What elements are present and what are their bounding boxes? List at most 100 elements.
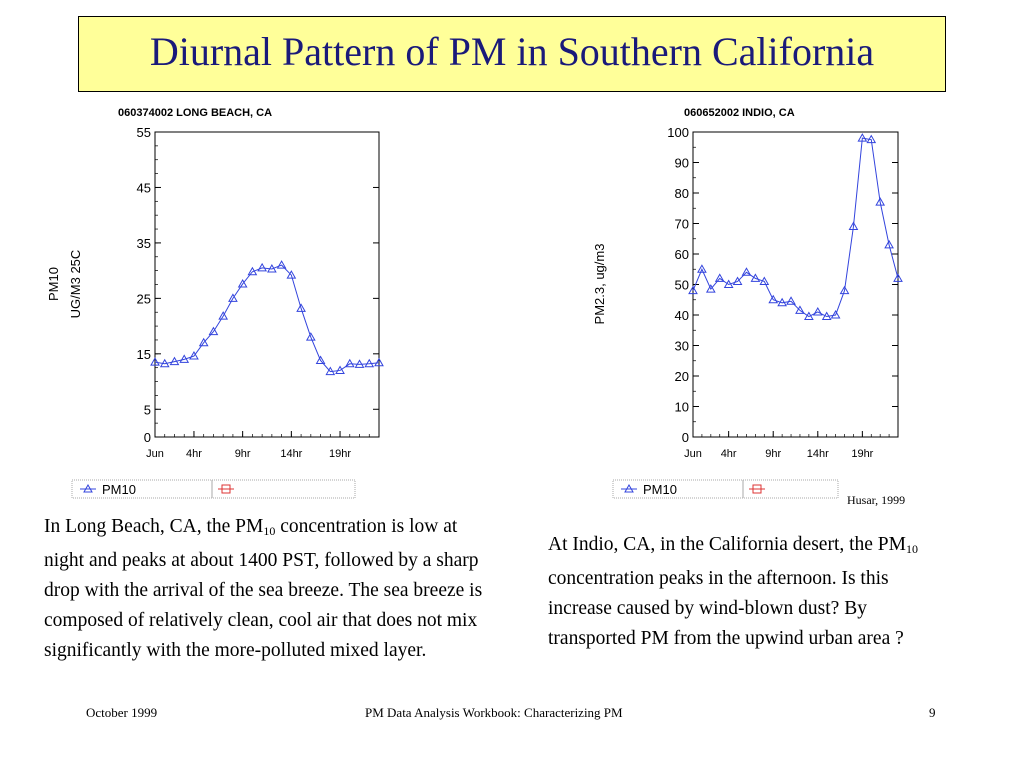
indio-data-point [839, 285, 850, 295]
indio-data-point [768, 294, 779, 304]
lb-legend-series2-marker [221, 484, 231, 494]
indio-data-point [795, 305, 805, 314]
lb-y-tick-label: 45 [137, 180, 151, 195]
lb-chart-title: 060374002 LONG BEACH, CA [118, 107, 272, 119]
lb-series-line [154, 264, 380, 373]
lb-data-point [218, 311, 229, 320]
lb-data-point [315, 355, 326, 364]
lb-y-tick-label: 0 [144, 430, 151, 445]
indio-data-point [732, 276, 743, 285]
title-box: Diurnal Pattern of PM in Southern Califo… [78, 16, 946, 92]
lb-y-tick-label: 15 [137, 347, 151, 362]
indio-data-point [866, 134, 877, 144]
indio-data-point [714, 273, 725, 282]
lb-data-point [374, 357, 384, 367]
lb-y-axis-label: UG/M3 25C [68, 250, 83, 319]
indio-plot-frame [692, 131, 899, 438]
indio-chart-title: 060652002 INDIO, CA [684, 107, 795, 119]
indio-legend-box [612, 479, 839, 499]
left-caption-pre: In Long Beach, CA, the PM [44, 516, 264, 537]
indio-y-tick-label: 30 [675, 339, 689, 354]
lb-legend-box [71, 479, 356, 499]
lb-x-tick-label: 14hr [280, 448, 302, 460]
left-caption-post: concentration is low at night and peaks … [44, 516, 483, 661]
lb-x-tick-label: 9hr [235, 448, 251, 460]
indio-y-tick-label: 80 [675, 186, 689, 201]
indio-data-point [893, 273, 903, 282]
indio-data-point [875, 197, 886, 206]
indio-data-point [759, 276, 770, 285]
lb-y-tick-label: 35 [137, 236, 151, 251]
indio-x-tick-label: 9hr [765, 448, 781, 460]
lb-y-tick-label: 5 [144, 402, 151, 417]
left-caption-sub: 10 [263, 524, 276, 538]
lb-data-point [228, 293, 238, 302]
lb-data-point [305, 332, 316, 341]
lb-data-point [169, 356, 180, 366]
slide-title: Diurnal Pattern of PM in Southern Califo… [149, 29, 875, 74]
lb-data-point [364, 358, 375, 368]
lb-data-point [159, 358, 170, 368]
right-caption-post: concentration peaks in the afternoon. Is… [548, 568, 904, 649]
right-caption-pre: At Indio, CA, in the California desert, … [548, 534, 906, 555]
indio-data-point [741, 267, 752, 276]
indio-x-tick-label: 19hr [851, 448, 873, 460]
indio-data-point [830, 309, 841, 319]
indio-y-tick-label: 100 [667, 125, 689, 140]
indio-legend-pm10-label: PM10 [643, 482, 677, 497]
indio-data-point [688, 285, 698, 295]
lb-data-point [189, 351, 199, 360]
lb-data-point [257, 262, 267, 272]
indio-data-point [777, 297, 787, 307]
lb-legend-pm10-label: PM10 [102, 482, 136, 497]
lb-data-point [267, 263, 277, 273]
indio-y-tick-label: 0 [682, 430, 689, 445]
indio-data-point [723, 279, 734, 288]
indio-y-tick-label: 50 [675, 278, 689, 293]
indio-x-tick-label: Jun [684, 448, 702, 460]
right-caption: At Indio, CA, in the California desert, … [548, 530, 948, 654]
indio-data-point [750, 273, 761, 282]
lb-data-point [150, 357, 160, 366]
indio-y-tick-label: 90 [675, 156, 689, 171]
indio-x-tick-label: 4hr [721, 448, 737, 460]
lb-y-tick-label: 25 [137, 291, 151, 306]
indio-data-point [821, 311, 832, 321]
credit-text: Husar, 1999 [847, 493, 906, 507]
footer-date: October 1999 [86, 705, 158, 720]
lb-x-tick-label: 4hr [186, 448, 202, 460]
lb-data-point [354, 359, 365, 368]
lb-data-point [198, 337, 209, 347]
lb-y-axis-label: PM10 [46, 267, 61, 301]
lb-data-point [276, 260, 287, 269]
left-caption: In Long Beach, CA, the PM10 concentratio… [44, 512, 499, 666]
lb-y-tick-label: 55 [137, 125, 151, 140]
lb-data-point [296, 303, 306, 312]
indio-y-tick-label: 60 [675, 247, 689, 262]
footer-page-number: 9 [929, 705, 936, 720]
lb-data-point [286, 270, 297, 279]
lb-legend-pm10-marker [83, 483, 93, 493]
lb-data-point [344, 358, 355, 368]
lb-x-tick-label: Jun [146, 448, 164, 460]
indio-legend-series2-marker [752, 484, 762, 494]
lb-data-point [237, 278, 248, 288]
lb-data-point [247, 266, 258, 276]
indio-x-tick-label: 14hr [807, 448, 829, 460]
indio-data-point [786, 296, 796, 305]
indio-data-point [705, 284, 716, 293]
indio-data-point [884, 239, 894, 249]
indio-y-tick-label: 10 [675, 400, 689, 415]
lb-data-point [325, 366, 336, 376]
right-caption-sub: 10 [906, 542, 918, 556]
indio-legend-pm10-marker [624, 483, 634, 493]
lb-x-tick-label: 19hr [329, 448, 351, 460]
indio-data-point [857, 133, 868, 142]
indio-y-tick-label: 40 [675, 308, 689, 323]
lb-data-point [179, 354, 190, 363]
indio-y-tick-label: 70 [675, 217, 689, 232]
indio-data-point [848, 221, 859, 231]
footer-center: PM Data Analysis Workbook: Characterizin… [365, 705, 623, 720]
indio-series-line [692, 137, 899, 318]
